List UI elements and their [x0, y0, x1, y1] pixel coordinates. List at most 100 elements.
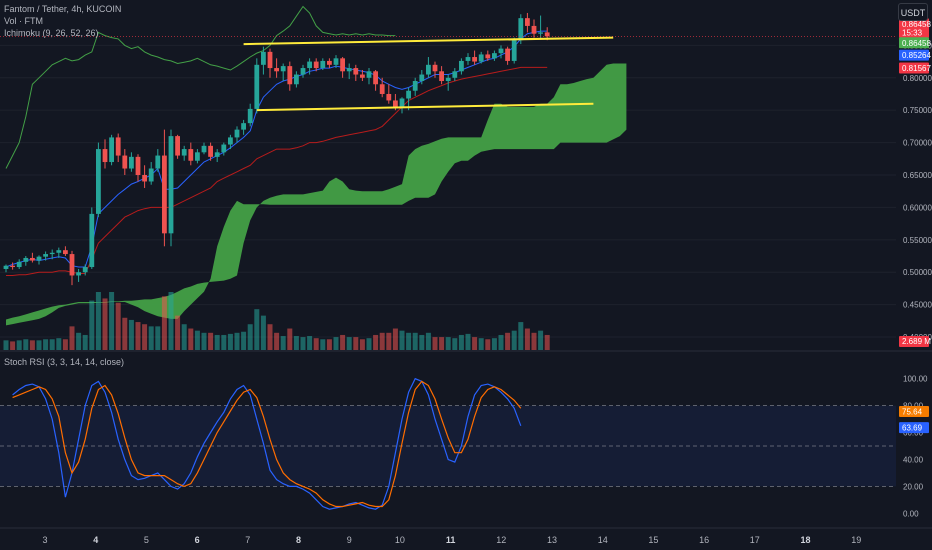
- symbol-legend[interactable]: Fantom / Tether, 4h, KUCOIN: [4, 4, 122, 14]
- kijun-line: [6, 66, 548, 276]
- volume-bar: [280, 336, 286, 350]
- price-tick-label: 0.60000: [903, 203, 932, 212]
- cloud-fill: [6, 63, 627, 326]
- candle-body: [69, 254, 75, 276]
- candle-body: [188, 149, 194, 161]
- price-badge-label: 0.85264: [902, 51, 931, 60]
- candle-body: [267, 51, 273, 69]
- trendlines: [243, 36, 614, 112]
- volume-bar: [505, 332, 511, 350]
- volume-bar: [399, 330, 405, 350]
- volume-bar: [373, 334, 379, 350]
- volume-bar: [214, 334, 220, 350]
- candle-body: [234, 129, 240, 138]
- volume-bar: [491, 338, 497, 350]
- price-axis: 0.400000.450000.500000.550000.600000.650…: [0, 18, 932, 347]
- candle-body: [261, 51, 266, 65]
- time-tick-label: 10: [395, 535, 405, 545]
- volume-bar: [379, 332, 385, 350]
- price-badge: [899, 49, 929, 61]
- candle-body: [426, 64, 431, 75]
- rsi-tick-label: 40.00: [903, 455, 924, 464]
- price-badge: [899, 18, 929, 30]
- volume-bar: [3, 340, 9, 350]
- candle-body: [274, 68, 279, 72]
- volume-bar: [155, 326, 161, 350]
- price-badge-label: 0.86458: [902, 39, 931, 48]
- time-tick-label: 17: [750, 535, 760, 545]
- volume-bar: [109, 292, 115, 350]
- price-badge-label: 0.86458: [902, 20, 931, 29]
- volume-bar: [102, 298, 108, 350]
- volume-bar: [511, 330, 517, 350]
- candle-body: [505, 48, 510, 61]
- volume-bar: [320, 339, 326, 350]
- time-tick-label: 19: [851, 535, 861, 545]
- time-tick-label: 15: [648, 535, 658, 545]
- volume-bar: [531, 332, 537, 350]
- candle-body: [89, 213, 95, 268]
- volume-bar: [89, 300, 95, 350]
- volume-bar: [115, 302, 121, 350]
- candle-body: [30, 257, 35, 261]
- price-tick-label: 0.55000: [903, 236, 932, 245]
- ichimoku-legend[interactable]: Ichimoku (9, 26, 52, 26): [4, 28, 99, 38]
- candle-body: [3, 265, 9, 269]
- volume-bar: [29, 340, 35, 350]
- price-badge-label: 0.81567: [902, 64, 931, 73]
- candle-body: [56, 250, 62, 253]
- volume-bar: [432, 337, 438, 350]
- candle-body: [280, 66, 286, 72]
- volume-bar: [544, 334, 550, 350]
- volume-bar: [452, 338, 458, 350]
- candle-body: [313, 61, 319, 69]
- candle-body: [221, 144, 227, 153]
- volume-bar: [49, 339, 55, 350]
- rsi-tick-label: 100.00: [903, 375, 928, 384]
- candle-body: [485, 54, 491, 59]
- volume-legend[interactable]: Vol · FTM: [4, 16, 44, 26]
- volume-bar: [188, 328, 194, 350]
- candle-body: [459, 60, 464, 72]
- candle-body: [135, 156, 141, 175]
- candle-body: [399, 98, 405, 107]
- stoch-d-line: [12, 380, 522, 508]
- rsi-badge-label: 75.64: [902, 408, 923, 417]
- candle-body: [142, 175, 147, 182]
- candle-body: [366, 71, 372, 78]
- volume-bar: [194, 330, 200, 350]
- time-tick-label: 3: [42, 535, 47, 545]
- candle-body: [102, 149, 108, 163]
- volume-bar: [412, 332, 418, 350]
- volume-bar: [181, 324, 187, 350]
- candle-body: [122, 155, 128, 169]
- time-tick-label: 14: [598, 535, 608, 545]
- volume-bar: [346, 337, 352, 350]
- candle-body: [214, 152, 220, 157]
- candle-body: [531, 25, 537, 34]
- currency-button[interactable]: USDT: [898, 3, 928, 21]
- volume-bar: [366, 338, 372, 350]
- volume-bar: [524, 328, 530, 350]
- volume-bar: [69, 326, 75, 350]
- volume-bar: [326, 339, 332, 350]
- price-tick-label: 0.50000: [903, 268, 932, 277]
- volume-bar: [56, 338, 62, 350]
- volume-bar: [485, 339, 491, 350]
- volume-bar: [313, 338, 319, 350]
- price-tick-label: 0.65000: [903, 171, 932, 180]
- candle-body: [208, 145, 213, 157]
- volume-bar: [122, 317, 128, 350]
- volume-bar: [135, 322, 141, 350]
- candle-body: [63, 250, 68, 255]
- candle-body: [393, 100, 398, 107]
- rsi-badge-label: 63.69: [902, 424, 923, 433]
- stoch-rsi-legend[interactable]: Stoch RSI (3, 3, 14, 14, close): [4, 357, 125, 367]
- volume-bar: [161, 296, 167, 350]
- volume-bar: [498, 334, 504, 350]
- price-badge-label: 15:33: [902, 28, 923, 37]
- candle-body: [168, 136, 174, 234]
- volume-bar: [538, 330, 544, 350]
